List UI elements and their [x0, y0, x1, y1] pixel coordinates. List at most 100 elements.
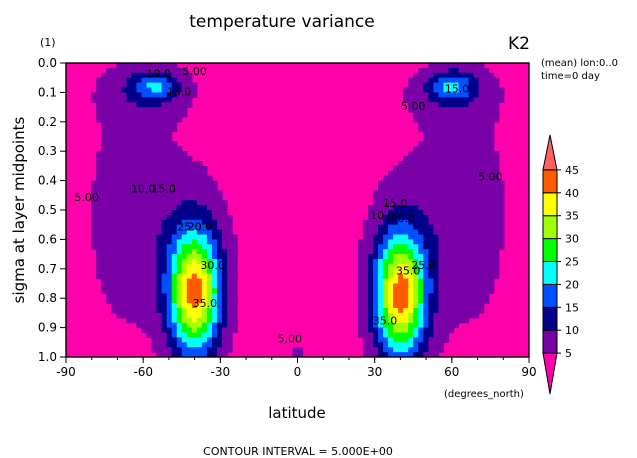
contour-cell [201, 185, 208, 191]
contour-cell [403, 322, 409, 329]
contour-cell [181, 263, 188, 270]
colorbar-swatch [542, 134, 558, 171]
contour-cell [186, 337, 193, 343]
contour-cell [383, 352, 389, 357]
contour-cell [388, 288, 394, 294]
contour-cell [403, 337, 409, 343]
contour-cell [483, 288, 490, 294]
contour-cell [483, 298, 490, 304]
contour-cell [216, 205, 223, 211]
contour-cell [473, 102, 480, 108]
contour-cell [156, 72, 163, 79]
contour-cell [478, 136, 485, 142]
contour-cell [96, 273, 102, 280]
contour-cell [141, 283, 148, 289]
contour-cell [211, 234, 218, 240]
contour-cell [166, 205, 173, 211]
contour-cell [136, 141, 143, 147]
contour-cell [161, 278, 168, 285]
contour-cell [211, 210, 218, 216]
contour-cell [408, 288, 414, 294]
contour-cell [423, 322, 429, 329]
contour-cell [473, 254, 480, 260]
contour-cell [383, 195, 389, 201]
contour-cell [478, 219, 485, 226]
contour-cell [438, 200, 445, 206]
contour-cell [146, 87, 153, 93]
contour-cell [433, 239, 440, 245]
contour-cell [101, 224, 107, 231]
contour-cell [101, 180, 107, 187]
contour-cell [116, 210, 122, 216]
contour-cell [227, 322, 233, 329]
contour-cell [111, 195, 117, 201]
contour-cell [181, 205, 188, 211]
contour-cell [418, 312, 424, 319]
contour-cell [211, 303, 218, 309]
contour-cell [493, 259, 500, 265]
contour-cell [398, 229, 404, 236]
contour-cell [483, 234, 490, 240]
contour-cell [453, 195, 460, 201]
contour-cell [433, 205, 440, 211]
contour-cell [156, 278, 163, 285]
contour-cell [161, 293, 168, 299]
contour-cell [498, 205, 505, 211]
contour-cell [388, 342, 394, 348]
contour-cell [438, 342, 445, 348]
contour-cell [101, 77, 107, 84]
contour-cell [388, 317, 394, 324]
contour-cell [106, 67, 112, 74]
contour-cell [166, 146, 173, 152]
contour-cell [458, 234, 465, 240]
contour-cell [473, 273, 480, 280]
contour-cell [121, 151, 127, 157]
contour-cell [443, 170, 450, 177]
contour-cell [478, 308, 485, 314]
contour-cell [151, 67, 158, 74]
contour-cell [372, 195, 379, 201]
contour-cell [488, 283, 495, 289]
contour-cell [408, 77, 414, 84]
contour-cell [438, 263, 445, 270]
contour-cell [413, 352, 419, 357]
contour-cell [378, 298, 384, 304]
contour-cell [111, 190, 117, 196]
contour-cell [398, 308, 404, 314]
contour-cell [106, 283, 112, 289]
contour-cell [443, 136, 450, 142]
contour-cell [166, 190, 173, 196]
contour-cell [181, 254, 188, 260]
contour-cell [468, 190, 475, 196]
contour-cell [468, 170, 475, 177]
contour-cell [463, 210, 470, 216]
contour-cell [403, 97, 409, 103]
contour-cell [362, 249, 369, 255]
contour-cell [428, 263, 434, 270]
contour-cell [96, 107, 102, 113]
contour-cell [101, 156, 107, 162]
contour-cell [428, 151, 434, 157]
contour-cell [161, 205, 168, 211]
contour-cell [357, 283, 364, 289]
contour-cell [413, 77, 419, 84]
contour-cell [478, 131, 485, 138]
contour-cell [448, 190, 455, 196]
contour-cell [433, 312, 440, 319]
contour-cell [488, 205, 495, 211]
contour-cell [433, 337, 440, 343]
contour-cell [196, 327, 203, 334]
contour-cell [191, 342, 198, 348]
contour-cell [216, 347, 223, 353]
contour-cell [393, 229, 399, 236]
contour-cell [166, 303, 173, 309]
contour-cell [388, 205, 394, 211]
contour-cell [443, 210, 450, 216]
contour-cell [116, 131, 122, 138]
contour-cell [378, 224, 384, 231]
contour-cell [151, 210, 158, 216]
contour-cell [428, 116, 434, 123]
contour-cell [418, 263, 424, 270]
contour-cell [136, 268, 143, 275]
